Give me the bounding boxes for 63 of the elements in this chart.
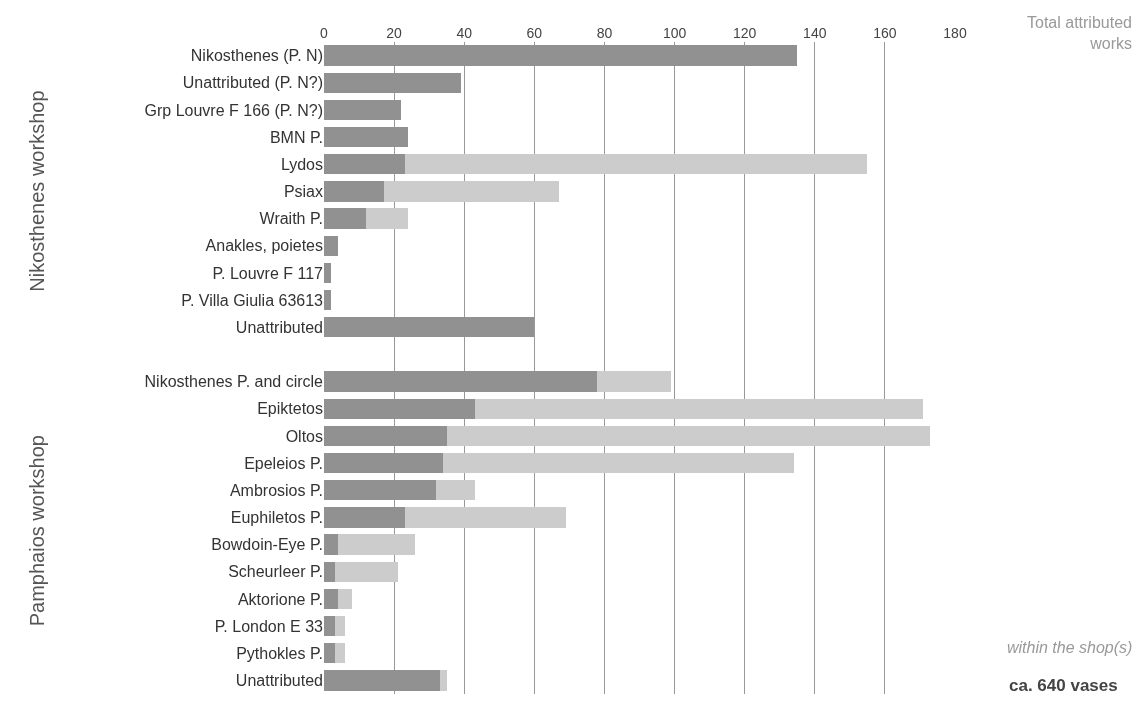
y-tick-label: Wraith P. — [259, 210, 323, 228]
x-tick-label: 60 — [526, 25, 543, 42]
bar — [383, 181, 559, 202]
y-tick-label: Unattributed — [235, 318, 323, 336]
y-tick-label: Epiktetos — [257, 400, 323, 418]
bar — [404, 507, 566, 528]
y-tick-label: Pythokles P. — [236, 644, 323, 662]
bar — [338, 588, 353, 610]
bar — [324, 643, 335, 664]
y-tick-label: Unattributed (P. N?) — [182, 74, 323, 92]
bar — [436, 480, 475, 501]
x-tick-label: 160 — [873, 25, 897, 42]
y-tick-label: Ambrosios P. — [229, 481, 323, 499]
bar — [324, 588, 339, 610]
bar — [474, 398, 924, 419]
text: Total attributed works — [1027, 14, 1132, 52]
y-tick-label: BMN P. — [269, 128, 323, 146]
y-tick-label: Grp Louvre F 166 (P. N?) — [144, 101, 323, 119]
bar — [366, 208, 409, 229]
text: ca. 640 vases — [1009, 676, 1118, 695]
x-tick-label: 20 — [386, 25, 403, 42]
text: Nikosthenes workshop — [25, 90, 48, 292]
bar — [446, 425, 931, 447]
bar — [324, 289, 332, 311]
bar — [334, 615, 346, 637]
y-tick-label: P. Villa Giulia 63613 — [181, 291, 324, 309]
y-tick-label: Nikosthenes (P. N) — [190, 47, 323, 65]
y-tick-label: Epeleios P. — [244, 454, 323, 472]
y-tick-label: Aktorione P. — [237, 590, 323, 608]
y-tick-label: Unattributed — [235, 672, 323, 690]
y-tick-label: Psiax — [283, 183, 323, 201]
y-tick-label: Bowdoin-Eye P. — [211, 536, 323, 554]
bar — [597, 371, 672, 392]
x-tick-label: 180 — [943, 25, 967, 42]
bar — [404, 154, 868, 175]
y-tick-label: Oltos — [285, 427, 323, 445]
y-tick-label: Scheurleer P. — [228, 563, 323, 581]
y-tick-label: Lydos — [280, 155, 323, 173]
x-tick-label: 40 — [456, 25, 473, 42]
text: Pamphaios workshop — [26, 435, 49, 627]
bar — [324, 262, 332, 284]
text: within the shop(s) — [1007, 639, 1133, 656]
bar — [324, 181, 384, 202]
y-tick-label: P. London E 33 — [214, 617, 324, 635]
bar — [443, 452, 794, 474]
x-tick-label: 140 — [803, 25, 827, 42]
y-tick-label: P. Louvre F 117 — [212, 264, 324, 282]
bar — [324, 534, 339, 555]
bar — [324, 208, 367, 229]
bar — [334, 561, 398, 582]
bar — [324, 561, 335, 582]
bar — [439, 670, 447, 691]
bar — [334, 643, 346, 664]
bar — [324, 615, 335, 637]
bar — [324, 235, 339, 256]
bar — [338, 534, 416, 555]
x-tick-label: 120 — [732, 25, 757, 42]
y-tick-label: Nikosthenes P. and circle — [144, 373, 324, 391]
y-tick-label: Anakles, poietes — [205, 237, 323, 255]
y-tick-label: Euphiletos P. — [230, 509, 323, 527]
x-tick-label: 0 — [320, 25, 329, 42]
x-tick-label: 100 — [662, 25, 687, 42]
x-tick-label: 80 — [596, 25, 613, 42]
